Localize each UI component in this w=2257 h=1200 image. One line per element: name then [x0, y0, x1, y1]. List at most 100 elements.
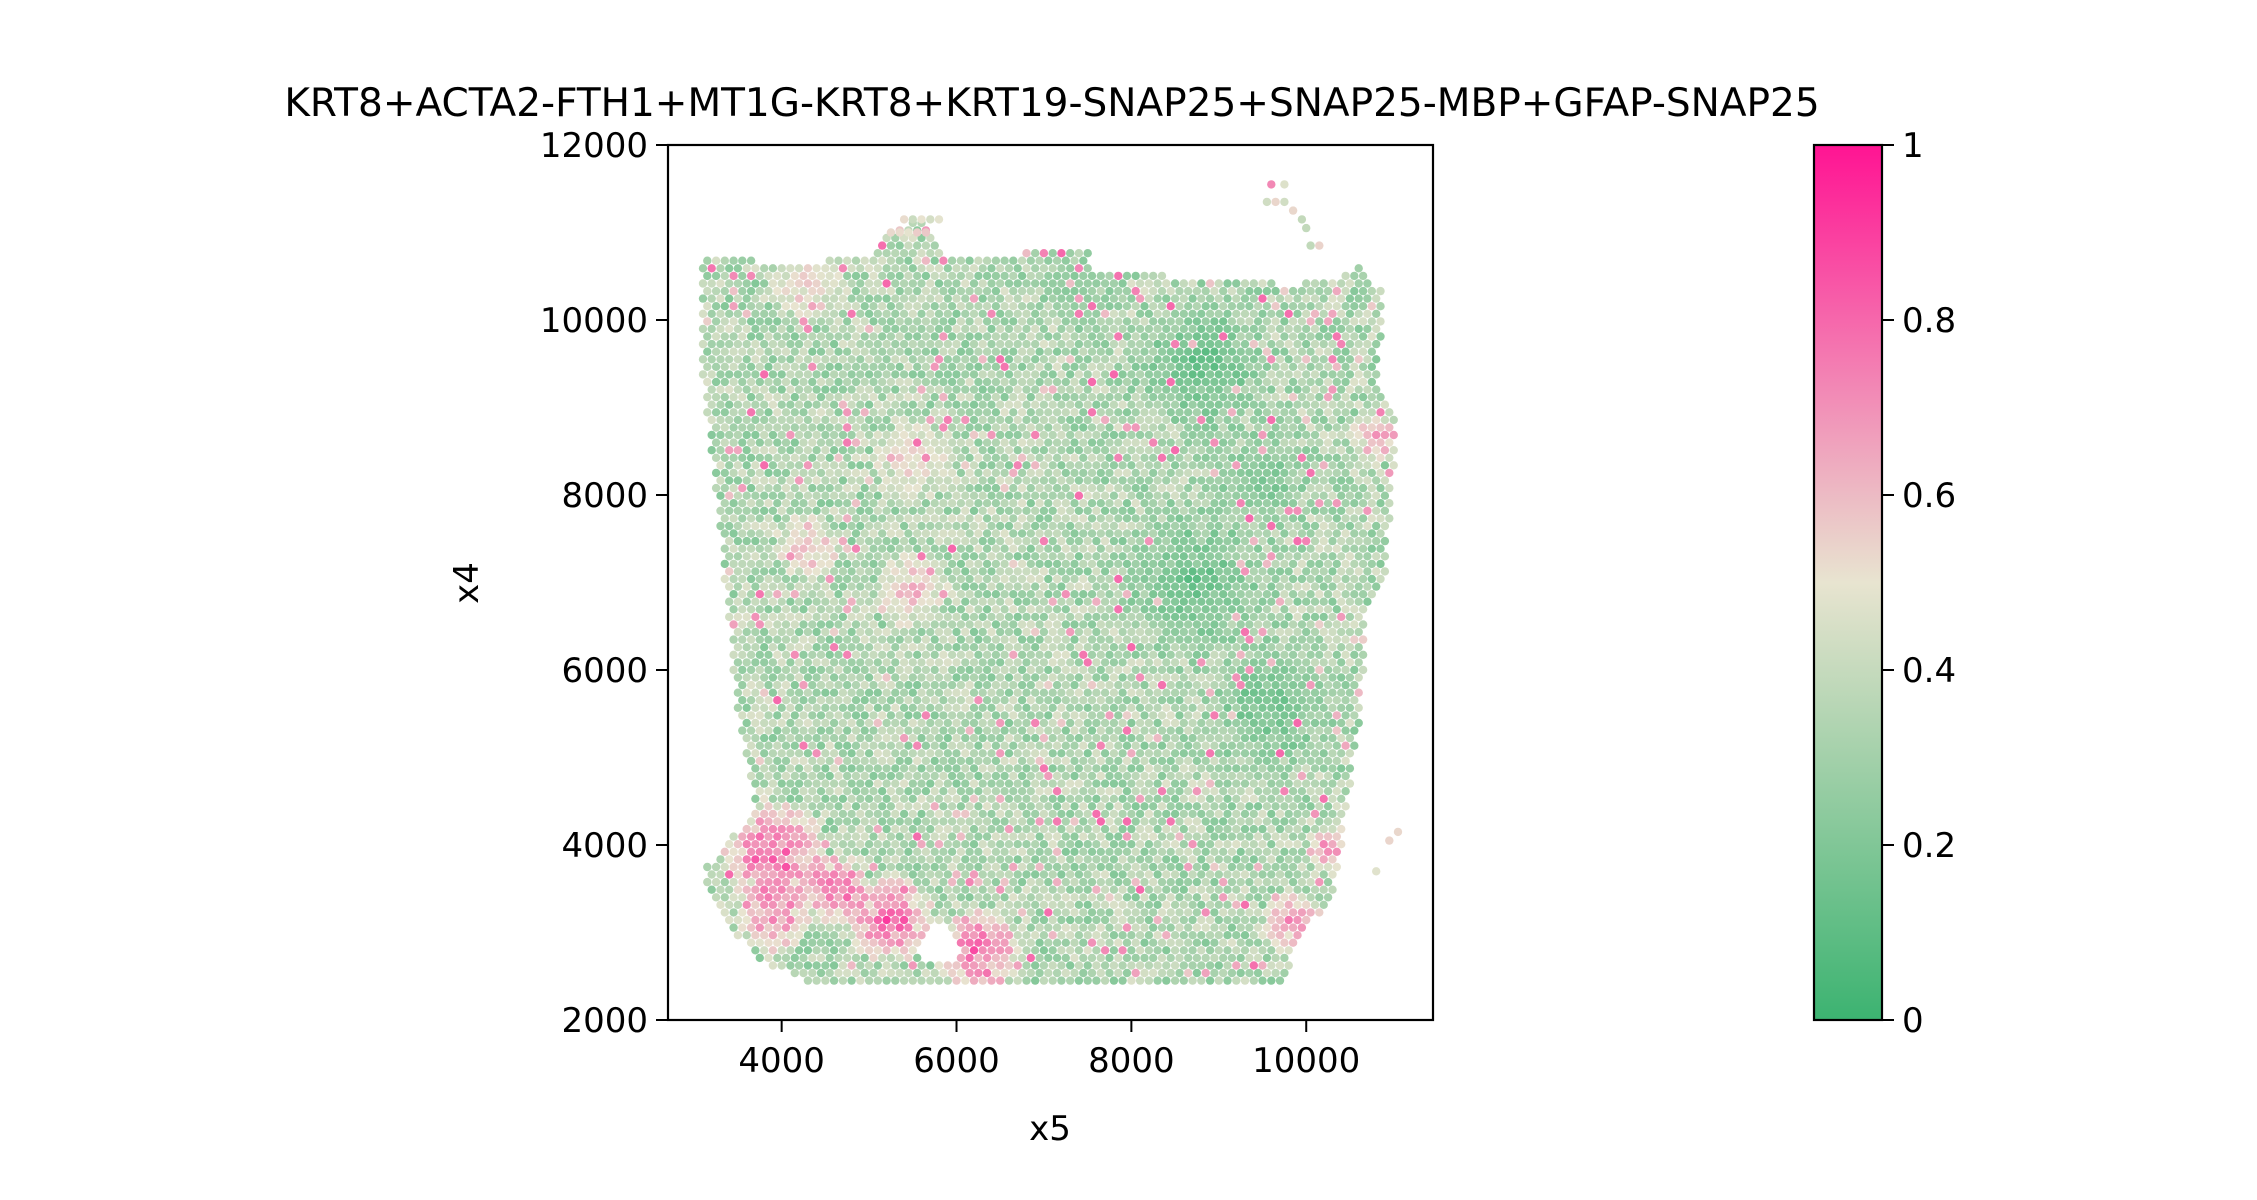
spot-point [1114, 893, 1123, 902]
spot-point [746, 559, 756, 569]
spot-point [947, 877, 957, 887]
spot-point [974, 771, 983, 781]
spot-point [1319, 794, 1328, 803]
spot-point [1057, 612, 1066, 622]
spot-point [838, 476, 848, 485]
spot-point [1192, 741, 1202, 750]
spot-point [891, 673, 900, 682]
spot-point [886, 453, 896, 462]
spot-point [746, 817, 756, 826]
spot-point [1096, 468, 1106, 478]
spot-point [882, 961, 891, 970]
spot-point [803, 946, 813, 955]
spot-point [1236, 741, 1245, 750]
spot-point [1017, 483, 1027, 493]
spot-point [1140, 847, 1149, 856]
spot-point [799, 529, 808, 538]
spot-point [1288, 726, 1298, 735]
spot-point [755, 620, 764, 629]
spot-point [1253, 968, 1263, 978]
spot-point [838, 612, 848, 622]
spot-point [1026, 862, 1036, 872]
spot-point [711, 468, 721, 478]
spot-point [991, 877, 1001, 887]
spot-point [1197, 931, 1206, 940]
spot-point [799, 711, 808, 720]
spot-point [1223, 627, 1232, 637]
spot-point [1284, 900, 1293, 909]
spot-point [991, 499, 1001, 508]
spot-point [1127, 733, 1136, 743]
spot-point [812, 931, 821, 940]
spot-point [1039, 506, 1049, 515]
spot-point [904, 741, 913, 750]
spot-point [1227, 847, 1237, 856]
spot-point [812, 658, 821, 667]
spot-point [904, 968, 913, 978]
spot-point [1048, 749, 1057, 758]
spot-point [869, 574, 878, 584]
spot-point [1258, 627, 1267, 637]
spot-point [1350, 635, 1359, 644]
spot-point [961, 491, 970, 500]
spot-point [1109, 779, 1119, 788]
spot-point [746, 544, 756, 553]
spot-point [974, 514, 983, 523]
spot-point [1057, 627, 1066, 637]
spot-point [873, 658, 882, 667]
spot-point [808, 650, 817, 659]
spot-point [1131, 862, 1140, 872]
spot-point [1345, 521, 1355, 531]
spot-point [1048, 809, 1057, 819]
spot-point [1017, 665, 1027, 675]
spot-point [829, 733, 839, 743]
spot-point [1275, 976, 1285, 985]
spot-point [1323, 711, 1333, 720]
spot-point [917, 931, 926, 940]
spot-point [1227, 893, 1237, 902]
spot-point [882, 597, 891, 606]
spot-point [738, 726, 747, 735]
spot-point [1306, 696, 1315, 705]
spot-point [803, 915, 813, 925]
spot-point [1323, 862, 1333, 872]
spot-point [1345, 461, 1355, 470]
spot-point [873, 552, 882, 561]
spot-point [869, 529, 878, 538]
spot-point [843, 696, 852, 705]
spot-point [834, 908, 843, 917]
spot-point [1253, 468, 1263, 478]
spot-point [1022, 506, 1031, 515]
spot-point [934, 733, 944, 743]
spot-point [843, 908, 852, 917]
spot-point [1306, 726, 1315, 735]
spot-point [1118, 931, 1127, 940]
spot-point [1227, 802, 1237, 811]
spot-point [1319, 506, 1328, 515]
spot-point [886, 650, 896, 659]
spot-point [939, 862, 948, 872]
spot-point [943, 809, 952, 819]
spot-point [1175, 620, 1184, 629]
spot-point [1017, 877, 1027, 887]
spot-point [1170, 885, 1180, 894]
spot-point [1175, 741, 1184, 750]
spot-point [1022, 931, 1031, 940]
spot-point [777, 900, 786, 909]
spot-point [751, 536, 760, 546]
spot-point [926, 885, 935, 894]
spot-point [773, 559, 782, 569]
spot-point [1087, 590, 1097, 599]
spot-point [1153, 627, 1162, 637]
spot-point [1214, 461, 1224, 470]
spot-point [1179, 976, 1189, 985]
spot-point [1249, 779, 1259, 788]
spot-point [816, 711, 826, 720]
spot-point [1135, 961, 1145, 970]
spot-point [1245, 771, 1254, 781]
spot-point [847, 946, 856, 955]
spot-point [891, 824, 900, 834]
spot-point [1135, 824, 1145, 834]
spot-point [1000, 590, 1009, 599]
spot-point [978, 582, 987, 591]
